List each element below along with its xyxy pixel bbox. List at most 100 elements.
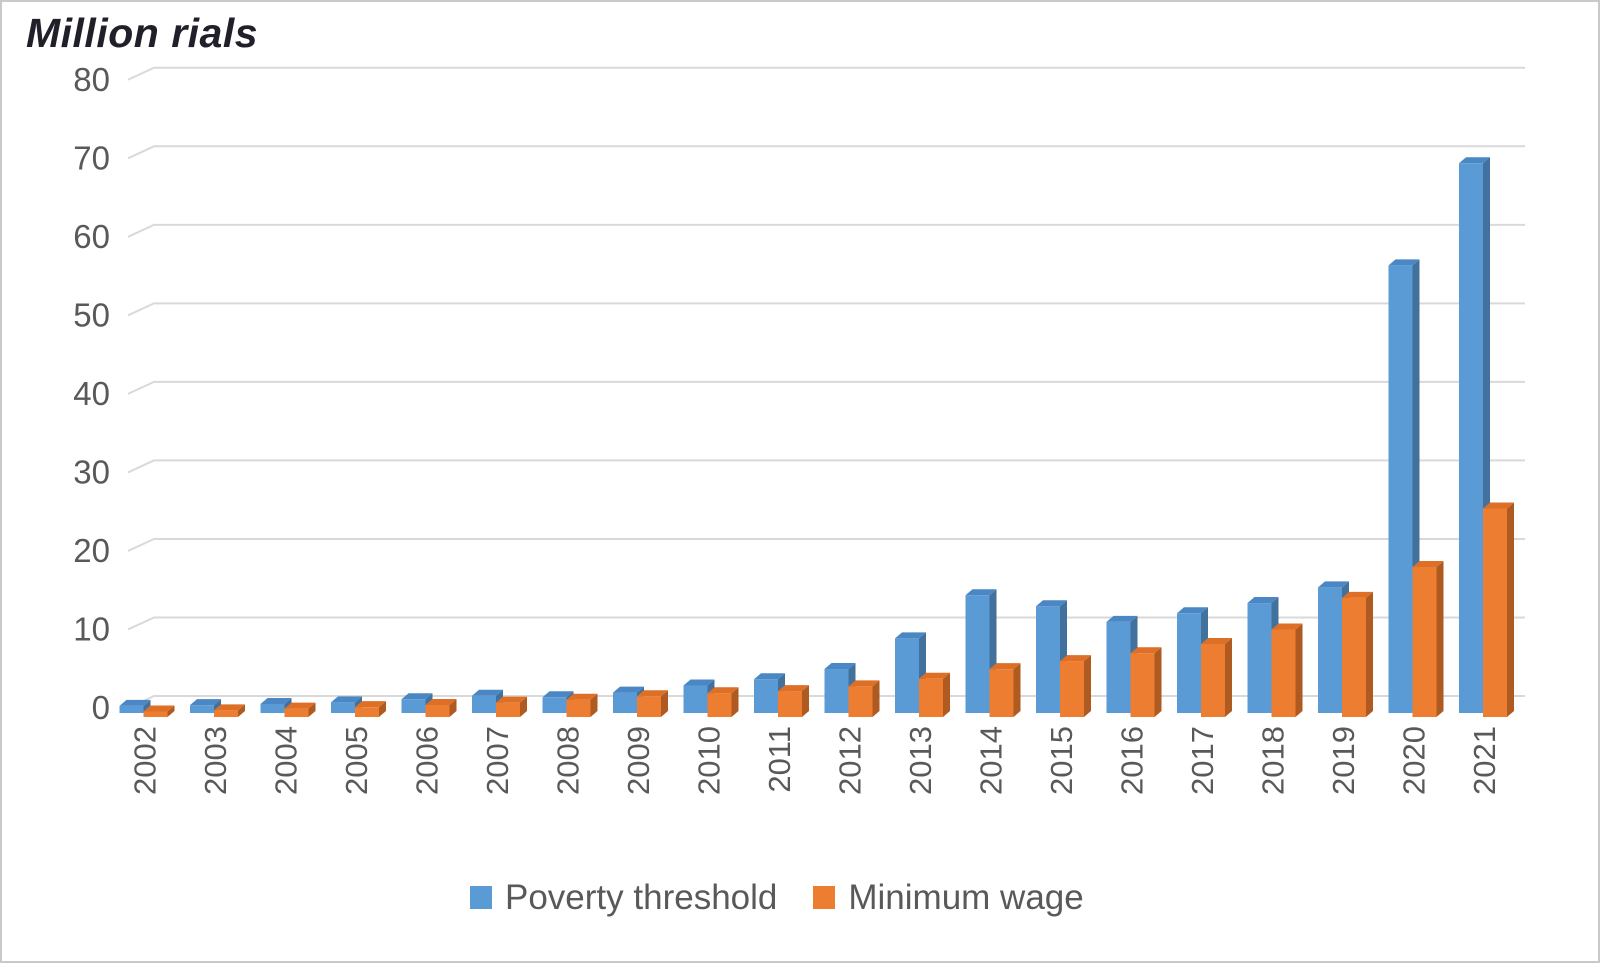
bar-2003-minimum-wage (214, 710, 238, 717)
bar-2009-minimum-wage (637, 696, 661, 717)
bar-2002-poverty-threshold-top (119, 699, 151, 706)
series-poverty-threshold-bars (119, 157, 1490, 714)
chart-legend: Poverty threshold Minimum wage (470, 880, 1084, 915)
bar-2021-poverty-threshold (1459, 163, 1483, 714)
y-tick-label-0: 0 (92, 689, 110, 726)
bar-2010-poverty-threshold (683, 685, 708, 713)
y-tick-label-70: 70 (73, 139, 110, 176)
bar-2014-minimum-wage-side (1013, 663, 1021, 717)
bar-2021-minimum-wage (1483, 508, 1507, 717)
legend-item-minimum-wage: Minimum wage (813, 878, 1084, 917)
bar-2005-poverty-threshold (331, 702, 355, 713)
bar-2004-poverty-threshold (260, 703, 285, 713)
gridline-10 (127, 616, 1525, 631)
bar-2007-minimum-wage (496, 702, 520, 717)
y-tick-label-50: 50 (73, 296, 110, 333)
bar-2003-poverty-threshold-top (190, 699, 221, 706)
bar-2005-poverty-threshold-top (331, 696, 362, 703)
bar-2018-minimum-wage (1271, 629, 1296, 717)
bar-2016-minimum-wage-top (1130, 647, 1162, 654)
bar-2019-poverty-threshold-top (1318, 581, 1349, 588)
x-tick-label-2019: 2019 (1326, 726, 1361, 795)
bar-2021-minimum-wage-side (1507, 502, 1514, 717)
bar-2005-minimum-wage-top (355, 701, 386, 708)
gridline-30 (127, 459, 1525, 474)
bar-2015-poverty-threshold-top (1036, 600, 1067, 607)
bar-2002-poverty-threshold-side (143, 699, 151, 713)
bar-2014-minimum-wage-top (989, 663, 1021, 670)
bar-2006-poverty-threshold (401, 699, 426, 713)
legend-swatch-poverty-threshold (470, 886, 492, 909)
y-tick-label-40: 40 (73, 375, 110, 412)
bar-2003-minimum-wage-top (214, 704, 245, 711)
bar-2013-minimum-wage-top (919, 672, 950, 679)
bar-2007-poverty-threshold (472, 695, 496, 713)
gridline-80 (127, 66, 1525, 81)
gridline-50 (127, 302, 1525, 317)
bar-2020-minimum-wage-side (1436, 561, 1444, 717)
x-tick-label-2013: 2013 (903, 726, 938, 795)
bar-2010-minimum-wage-side (731, 687, 739, 717)
y-tick-label-30: 30 (73, 453, 110, 490)
bar-2009-poverty-threshold-top (613, 686, 644, 693)
bar-2006-minimum-wage-top (425, 698, 457, 705)
bar-2020-minimum-wage-top (1412, 561, 1444, 568)
bar-2017-poverty-threshold-top (1177, 607, 1208, 614)
bar-2005-minimum-wage-side (379, 701, 386, 717)
bar-2004-minimum-wage-side (308, 702, 316, 717)
bar-2018-poverty-threshold (1247, 603, 1272, 713)
bar-2008-poverty-threshold (542, 697, 567, 713)
bar-2020-minimum-wage (1412, 567, 1437, 717)
bar-2017-poverty-threshold (1177, 613, 1201, 713)
bar-2015-poverty-threshold (1036, 606, 1060, 713)
x-tick-label-2021: 2021 (1467, 726, 1502, 795)
bar-2014-poverty-threshold-top (965, 589, 997, 596)
bar-2011-poverty-threshold-top (754, 673, 785, 680)
x-tick-label-2002: 2002 (128, 726, 163, 795)
bar-2005-minimum-wage (355, 707, 379, 717)
bar-2016-minimum-wage-side (1154, 647, 1162, 717)
bar-2002-poverty-threshold (119, 705, 144, 713)
bar-2012-minimum-wage-top (848, 680, 880, 687)
bar-2014-poverty-threshold (965, 595, 990, 713)
bar-2002-minimum-wage-side (167, 705, 175, 717)
x-tick-label-2011: 2011 (762, 726, 797, 793)
legend-swatch-minimum-wage (813, 886, 836, 909)
bar-2019-poverty-threshold (1318, 587, 1342, 713)
y-axis-tick-labels: 0 10 20 30 40 50 60 70 80 (73, 61, 110, 726)
x-tick-label-2015: 2015 (1044, 726, 1079, 795)
bar-2015-minimum-wage-top (1060, 655, 1091, 662)
bar-2018-minimum-wage-top (1271, 623, 1303, 630)
bar-2006-poverty-threshold-top (401, 693, 433, 700)
gridline-70 (127, 145, 1525, 160)
bar-2007-poverty-threshold-top (472, 689, 503, 696)
gridline-20 (127, 537, 1525, 552)
x-tick-label-2012: 2012 (833, 726, 868, 795)
chart-title: Million rials (26, 10, 259, 56)
y-tick-label-20: 20 (73, 532, 110, 569)
bar-2004-poverty-threshold-top (260, 697, 292, 704)
bar-2007-minimum-wage-side (520, 696, 527, 717)
legend-label-minimum-wage: Minimum wage (848, 878, 1084, 917)
x-tick-label-2005: 2005 (339, 726, 374, 795)
bar-2011-minimum-wage-top (778, 685, 809, 692)
y-tick-label-10: 10 (73, 610, 110, 647)
x-tick-label-2007: 2007 (480, 726, 515, 795)
x-axis-category-labels: 2002 2003 2004 2005 2006 2007 2008 2009 2010 2011… (128, 726, 1503, 795)
bar-2008-poverty-threshold-top (542, 691, 574, 698)
bar-2012-poverty-threshold-top (824, 663, 856, 670)
x-tick-label-2017: 2017 (1185, 726, 1220, 795)
x-tick-label-2004: 2004 (269, 726, 304, 795)
y-tick-label-60: 60 (73, 218, 110, 255)
x-tick-label-2018: 2018 (1256, 726, 1291, 795)
bar-2012-poverty-threshold (824, 669, 849, 713)
bar-2011-poverty-threshold (754, 679, 778, 713)
bar-2020-poverty-threshold (1388, 265, 1413, 713)
x-tick-label-2009: 2009 (621, 726, 656, 795)
bar-2002-minimum-wage (143, 711, 168, 717)
bar-2012-minimum-wage-side (872, 680, 880, 717)
bar-2006-minimum-wage-side (449, 698, 457, 717)
bar-2016-minimum-wage (1130, 653, 1155, 717)
bar-2010-minimum-wage (707, 693, 732, 717)
